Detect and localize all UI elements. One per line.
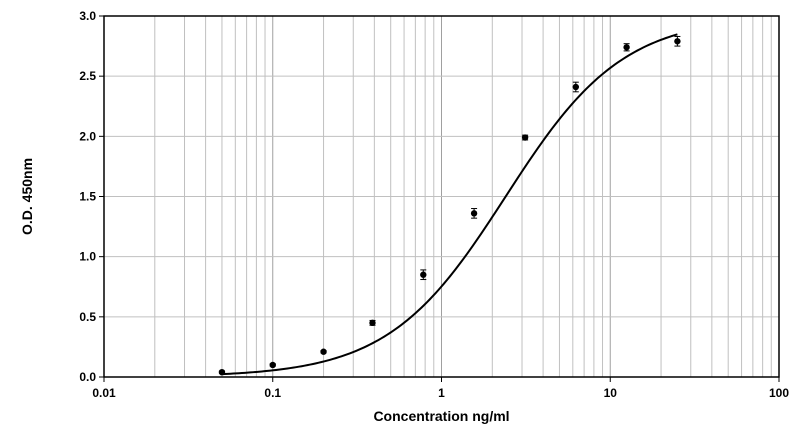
y-tick-label: 2.5	[79, 69, 96, 83]
x-axis-ticks: 0.01 0.1 1 10 100	[92, 377, 789, 400]
data-point	[420, 271, 427, 278]
data-point	[572, 83, 580, 91]
data-points	[218, 35, 681, 376]
y-tick-label: 0.0	[79, 370, 96, 384]
x-axis-title: Concentration ng/ml	[373, 408, 509, 424]
y-tick-label: 2.0	[79, 129, 96, 143]
data-point	[320, 348, 327, 355]
y-tick-label: 0.5	[79, 310, 96, 324]
x-tick-label: 0.1	[264, 386, 281, 400]
y-tick-label: 1.0	[79, 250, 96, 264]
x-tick-label: 1	[438, 386, 445, 400]
y-axis-ticks: 0.0 0.5 1.0 1.5 2.0 2.5 3.0	[79, 9, 104, 384]
fit-curve	[221, 33, 678, 376]
x-tick-label: 0.01	[92, 386, 116, 400]
data-point	[674, 38, 681, 45]
x-tick-label: 100	[769, 386, 789, 400]
x-tick-label: 10	[604, 386, 618, 400]
data-point	[521, 134, 529, 141]
y-tick-label: 3.0	[79, 9, 96, 23]
data-point	[218, 368, 226, 376]
data-point	[623, 44, 630, 51]
data-point	[269, 361, 276, 369]
data-point	[369, 319, 376, 327]
y-tick-label: 1.5	[79, 190, 96, 204]
y-axis-title: O.D. 450nm	[19, 158, 35, 235]
plot-area	[103, 15, 780, 378]
data-point	[470, 210, 478, 217]
